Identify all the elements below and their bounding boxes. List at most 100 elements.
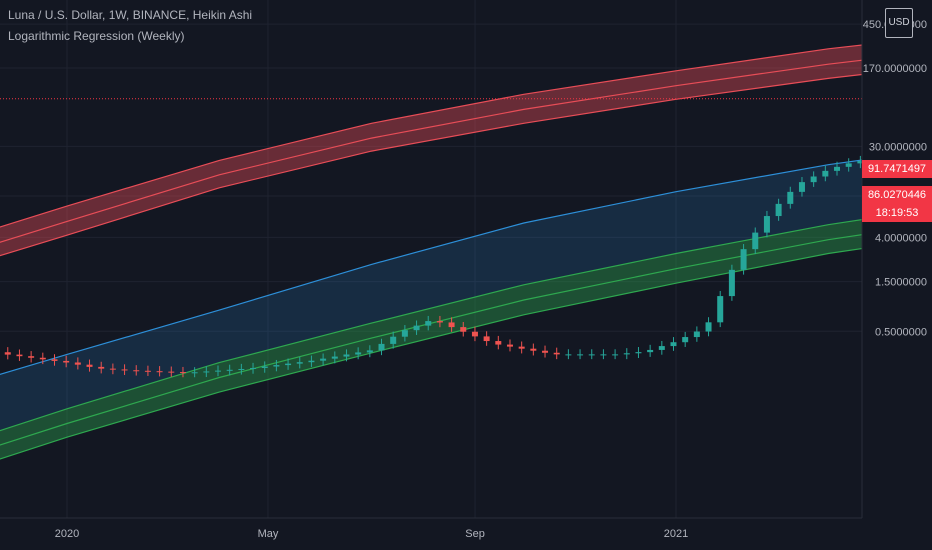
regression-line xyxy=(0,149,932,375)
candle xyxy=(16,349,23,361)
candle xyxy=(810,171,817,187)
candle xyxy=(460,321,467,337)
candle xyxy=(86,359,93,372)
candle xyxy=(250,362,257,374)
price-scale[interactable] xyxy=(862,0,932,550)
y-tick-label: 170.0000000 xyxy=(863,63,927,75)
last-price-label: 91.7471497 xyxy=(862,160,932,178)
candle xyxy=(798,177,805,197)
candle xyxy=(436,315,443,328)
candle xyxy=(705,317,712,337)
candle xyxy=(28,351,35,363)
candle xyxy=(390,331,397,349)
candle xyxy=(378,338,385,356)
candle xyxy=(203,366,210,378)
symbol-legend[interactable]: Luna / U.S. Dollar, 1W, BINANCE, Heikin … xyxy=(8,8,253,22)
bar-countdown-label: 18:19:53 xyxy=(862,204,932,222)
candle xyxy=(740,244,747,275)
lower-band-top xyxy=(0,208,932,432)
candle xyxy=(63,355,70,368)
lower-band-mid xyxy=(0,223,932,446)
close-price-label: 86.0270446 xyxy=(862,186,932,204)
candle xyxy=(623,348,630,360)
upper-band-bottom xyxy=(0,65,932,257)
candle xyxy=(74,357,81,370)
candle xyxy=(577,349,584,360)
lower-band-fill xyxy=(0,209,932,460)
lower-band-bottom xyxy=(0,237,932,460)
candle xyxy=(413,320,420,335)
candle xyxy=(728,264,735,301)
candle xyxy=(775,198,782,221)
candle xyxy=(191,367,198,378)
candle xyxy=(845,158,852,172)
candle xyxy=(658,340,665,355)
x-tick-label: May xyxy=(258,528,279,540)
candle xyxy=(226,364,233,376)
upper-band-top xyxy=(0,36,932,228)
candle xyxy=(506,339,513,352)
candle xyxy=(273,359,280,372)
candle xyxy=(133,365,140,376)
candle xyxy=(822,165,829,182)
candle xyxy=(366,345,373,358)
candle xyxy=(39,352,46,365)
candle xyxy=(51,354,58,366)
candle xyxy=(355,347,362,360)
candle xyxy=(261,361,268,373)
candle xyxy=(425,315,432,331)
candle xyxy=(343,349,350,362)
upper-band-fill xyxy=(0,37,932,256)
candle xyxy=(109,363,116,375)
time-scale[interactable] xyxy=(0,518,862,550)
candle xyxy=(693,326,700,342)
candle xyxy=(542,345,549,358)
candle xyxy=(530,343,537,356)
candle xyxy=(565,349,572,360)
candle xyxy=(156,366,163,377)
candle xyxy=(647,344,654,357)
candle xyxy=(495,335,502,350)
candle xyxy=(588,349,595,360)
candle xyxy=(168,366,175,377)
y-tick-label: 0.5000000 xyxy=(875,326,927,338)
candle xyxy=(98,361,105,374)
candle xyxy=(612,349,619,360)
candle xyxy=(121,364,128,376)
candle xyxy=(763,210,770,238)
candle xyxy=(670,337,677,351)
candle xyxy=(553,347,560,360)
candle xyxy=(331,351,338,364)
x-tick-label: 2021 xyxy=(664,528,688,540)
candle xyxy=(285,358,292,370)
candle xyxy=(308,355,315,367)
candle xyxy=(4,347,11,360)
currency-button[interactable]: USD xyxy=(885,8,913,38)
candle xyxy=(635,347,642,359)
candle xyxy=(238,363,245,375)
y-tick-label: 4.0000000 xyxy=(875,232,927,244)
candle xyxy=(834,161,841,176)
candle xyxy=(600,349,607,360)
regression-fill xyxy=(0,150,932,431)
candle xyxy=(401,325,408,342)
candle xyxy=(448,317,455,332)
upper-band-mid xyxy=(0,51,932,243)
candle xyxy=(787,186,794,209)
candle xyxy=(471,326,478,342)
candle xyxy=(857,155,864,169)
candle xyxy=(682,331,689,347)
y-tick-label: 30.0000000 xyxy=(869,141,927,153)
x-tick-label: 2020 xyxy=(55,528,79,540)
x-tick-label: Sep xyxy=(465,528,485,540)
candle xyxy=(214,365,221,377)
indicator-legend[interactable]: Logarithmic Regression (Weekly) xyxy=(8,29,185,43)
candle xyxy=(717,290,724,328)
candle xyxy=(320,353,327,366)
candle xyxy=(179,366,186,378)
candle xyxy=(144,365,151,376)
grid xyxy=(0,0,862,518)
candle xyxy=(483,331,490,346)
